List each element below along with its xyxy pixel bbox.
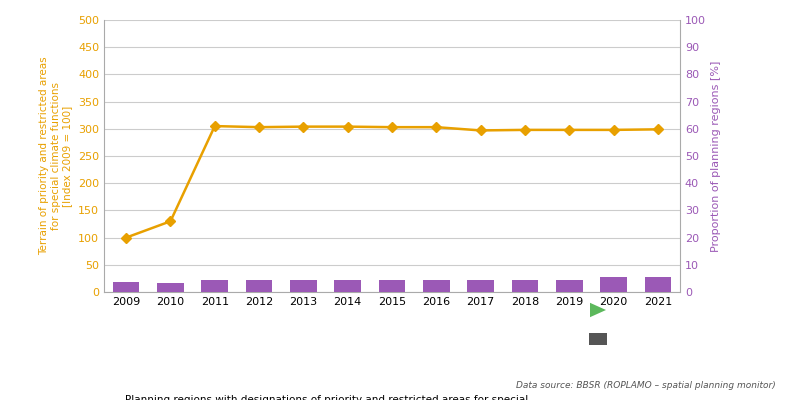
Bar xyxy=(556,280,582,292)
Y-axis label: Proportion of planning regions [%]: Proportion of planning regions [%] xyxy=(711,60,722,252)
Bar xyxy=(378,280,406,292)
Bar xyxy=(246,280,272,292)
Bar xyxy=(467,280,494,292)
Bar xyxy=(423,280,450,292)
Bar xyxy=(202,280,228,292)
Bar xyxy=(157,283,184,292)
Bar xyxy=(512,280,538,292)
Bar xyxy=(600,277,627,292)
FancyBboxPatch shape xyxy=(589,334,607,344)
Y-axis label: Terrain of priority and restricted areas
for special climate functions
[Index 20: Terrain of priority and restricted areas… xyxy=(39,57,73,255)
Bar xyxy=(334,280,361,292)
Bar xyxy=(645,277,671,292)
Polygon shape xyxy=(590,303,606,317)
Legend: Planning regions with designations of priority and restricted areas for special
: Planning regions with designations of pr… xyxy=(110,395,528,400)
Text: Data source: BBSR (ROPLAMO – spatial planning monitor): Data source: BBSR (ROPLAMO – spatial pla… xyxy=(516,381,776,390)
Bar xyxy=(290,280,317,292)
Bar xyxy=(113,282,139,292)
